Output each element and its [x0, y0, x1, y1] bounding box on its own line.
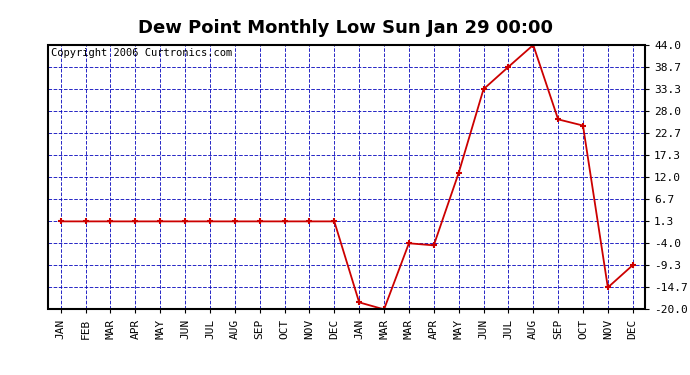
Text: Copyright 2006 Curtronics.com: Copyright 2006 Curtronics.com	[51, 48, 233, 58]
Text: Dew Point Monthly Low Sun Jan 29 00:00: Dew Point Monthly Low Sun Jan 29 00:00	[137, 19, 553, 37]
